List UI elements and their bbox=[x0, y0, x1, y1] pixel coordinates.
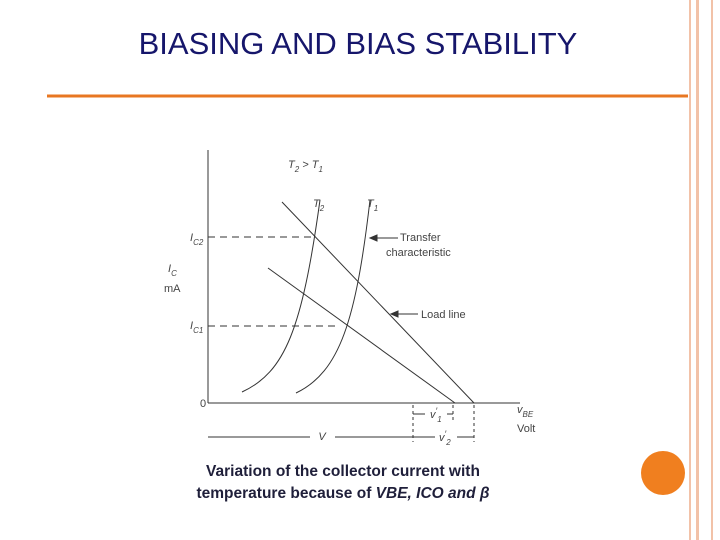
decor-circle bbox=[641, 451, 685, 495]
label-text: v bbox=[439, 432, 446, 444]
label-text: > T bbox=[299, 159, 320, 171]
border-line bbox=[689, 0, 691, 540]
caption-text: temperature because of bbox=[196, 485, 375, 502]
diagram-label: v′2​ bbox=[439, 429, 451, 447]
label-text: characteristic bbox=[386, 247, 451, 259]
label-text: I bbox=[190, 232, 193, 244]
diagram-label: IC​ bbox=[168, 263, 177, 278]
label-sub: BE bbox=[523, 410, 534, 419]
label-text: I bbox=[168, 263, 171, 275]
slide-title: BIASING AND BIAS STABILITY bbox=[139, 26, 578, 61]
label-sub: 1 bbox=[374, 204, 378, 213]
label-sup: ′ bbox=[445, 429, 447, 439]
diagram-label: V bbox=[318, 431, 327, 443]
diagram-label: mA bbox=[164, 283, 181, 295]
diagram-label: Load line bbox=[421, 309, 466, 321]
label-text: T bbox=[313, 198, 321, 210]
label-text: v bbox=[430, 409, 437, 421]
label-sup: ′ bbox=[436, 406, 438, 416]
curve-t2 bbox=[241, 199, 321, 393]
arrowhead bbox=[389, 310, 399, 318]
label-text: mA bbox=[164, 283, 181, 295]
label-sub: C1 bbox=[193, 326, 203, 335]
label-sub: 2 bbox=[445, 438, 451, 447]
caption-line: Variation of the collector current with bbox=[206, 463, 480, 480]
label-sub: 1 bbox=[437, 415, 441, 424]
load-line bbox=[267, 267, 456, 404]
diagram-label: Volt bbox=[517, 423, 535, 435]
label-text: Transfer bbox=[400, 232, 441, 244]
diagram-label: v′1​ bbox=[430, 406, 442, 424]
diagram-label: vBE​ bbox=[517, 404, 534, 419]
diagram-label: Transfer bbox=[400, 232, 441, 244]
diagram-label: IC2​ bbox=[190, 232, 204, 247]
label-text: 0 bbox=[200, 398, 206, 410]
label-text: v bbox=[517, 404, 524, 416]
label-sub: 1 bbox=[318, 165, 322, 174]
label-text: I bbox=[190, 320, 193, 332]
label-text: Load line bbox=[421, 309, 466, 321]
label-text: Volt bbox=[517, 423, 535, 435]
label-text: T bbox=[367, 198, 375, 210]
diagram-label: T1​ bbox=[367, 198, 378, 213]
diagram-label: T2​ > T1​ bbox=[288, 159, 323, 174]
border-line bbox=[711, 0, 713, 540]
label-sub: C2 bbox=[193, 238, 204, 247]
diagram-label: characteristic bbox=[386, 247, 451, 259]
diagram-label: IC1​ bbox=[190, 320, 203, 335]
label-sub: 2 bbox=[319, 204, 325, 213]
label-sub: 2 bbox=[294, 165, 300, 174]
diagram-label: 0 bbox=[200, 398, 206, 410]
label-text: T bbox=[288, 159, 296, 171]
border-line bbox=[696, 0, 699, 540]
arrowhead bbox=[368, 234, 378, 242]
label-text: V bbox=[318, 431, 327, 443]
curve-t1 bbox=[295, 199, 371, 394]
caption-emphasis: VBE, ICO and β bbox=[376, 485, 490, 502]
load-line bbox=[281, 201, 475, 404]
diagram bbox=[207, 150, 520, 442]
label-sub: C bbox=[171, 269, 177, 278]
caption-line: temperature because of VBE, ICO and β bbox=[196, 485, 489, 502]
diagram-label: T2​ bbox=[313, 198, 325, 213]
